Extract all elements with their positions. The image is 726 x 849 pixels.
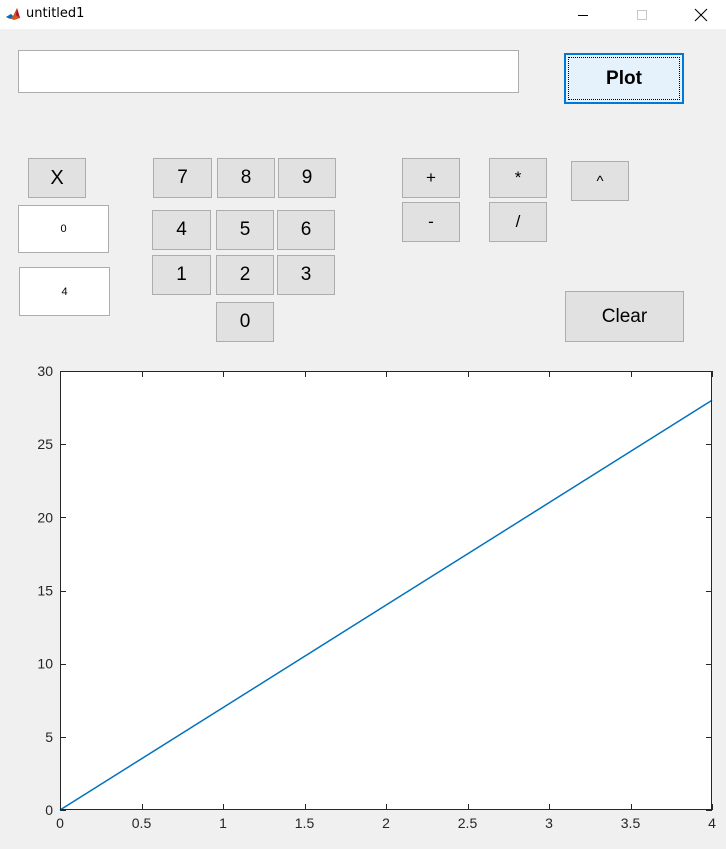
x-tick-label: 0.5 — [132, 815, 152, 831]
plus-label: + — [426, 168, 436, 187]
clear-button-label: Clear — [601, 305, 648, 327]
x-button-label: X — [50, 166, 64, 189]
close-icon — [694, 8, 708, 21]
expression-input[interactable] — [18, 50, 519, 93]
power-button[interactable]: ^ — [571, 161, 629, 201]
digit-6-label: 6 — [300, 219, 312, 240]
close-button[interactable] — [678, 0, 724, 29]
x-tick-label: 3.5 — [621, 815, 641, 831]
y-tick-label: 15 — [37, 583, 53, 599]
plot-button-label: Plot — [606, 67, 642, 89]
maximize-button[interactable] — [619, 0, 665, 29]
plot-area — [60, 371, 712, 810]
digit-7-button[interactable]: 7 — [153, 158, 212, 198]
y-tick-label: 20 — [37, 509, 53, 525]
digit-6-button[interactable]: 6 — [277, 210, 335, 250]
x-tick-label: 2 — [382, 815, 390, 831]
axes-box — [60, 371, 712, 810]
x-button[interactable]: X — [28, 158, 86, 198]
x-tick-label: 1 — [219, 815, 227, 831]
series-line-0 — [59, 399, 713, 811]
minus-label: - — [428, 212, 434, 231]
digit-3-button[interactable]: 3 — [277, 255, 335, 295]
x-tick-label: 2.5 — [458, 815, 478, 831]
x-tick-label: 4 — [708, 815, 716, 831]
x-tick-labels: 0 0.5 1 1.5 2 2.5 3 3.5 4 — [56, 815, 716, 831]
minimize-icon — [578, 14, 588, 16]
plus-button[interactable]: + — [402, 158, 460, 198]
digit-2-label: 2 — [239, 264, 251, 285]
divide-button[interactable]: / — [489, 202, 547, 242]
maximize-icon — [637, 9, 647, 20]
x-tick-label: 1.5 — [295, 815, 315, 831]
y-tick-labels: 0 5 10 15 20 25 30 — [37, 363, 53, 818]
plot-series — [59, 399, 713, 811]
range-min-value: 0 — [60, 223, 67, 235]
digit-8-label: 8 — [240, 167, 252, 188]
digit-9-label: 9 — [301, 167, 313, 188]
digit-7-label: 7 — [177, 167, 188, 188]
plot-button[interactable]: Plot — [564, 53, 684, 104]
range-min-field[interactable]: 0 — [18, 205, 109, 253]
multiply-button[interactable]: * — [489, 158, 547, 198]
digit-5-label: 5 — [239, 219, 251, 240]
plot-axes[interactable]: 0 0.5 1 1.5 2 2.5 3 3.5 4 0 5 10 15 20 25 30 — [0, 360, 726, 849]
digit-2-button[interactable]: 2 — [216, 255, 274, 295]
digit-1-button[interactable]: 1 — [152, 255, 211, 295]
y-tick-label: 25 — [37, 436, 53, 452]
divide-label: / — [515, 212, 521, 231]
x-tick-label: 0 — [56, 815, 64, 831]
y-tick-label: 0 — [45, 802, 53, 818]
power-label: ^ — [596, 172, 604, 190]
range-max-value: 4 — [61, 285, 68, 298]
matlab-icon — [5, 6, 21, 22]
digit-0-label: 0 — [239, 311, 251, 332]
digit-4-button[interactable]: 4 — [152, 210, 211, 250]
y-tick-label: 30 — [37, 363, 53, 379]
y-tick-label: 10 — [37, 656, 53, 672]
digit-0-button[interactable]: 0 — [216, 302, 274, 342]
y-tick-label: 5 — [45, 729, 53, 745]
digit-3-label: 3 — [300, 264, 312, 285]
clear-button[interactable]: Clear — [565, 291, 684, 342]
range-max-field[interactable]: 4 — [19, 267, 110, 316]
digit-9-button[interactable]: 9 — [278, 158, 336, 198]
minimize-button[interactable] — [560, 0, 606, 29]
window-title: untitled1 — [26, 6, 85, 21]
title-bar[interactable]: untitled1 — [0, 0, 726, 29]
digit-5-button[interactable]: 5 — [216, 210, 274, 250]
digit-4-label: 4 — [176, 219, 187, 240]
digit-1-label: 1 — [176, 264, 187, 285]
minus-button[interactable]: - — [402, 202, 460, 242]
multiply-label: * — [514, 168, 522, 187]
x-tick-label: 3 — [545, 815, 553, 831]
digit-8-button[interactable]: 8 — [217, 158, 275, 198]
